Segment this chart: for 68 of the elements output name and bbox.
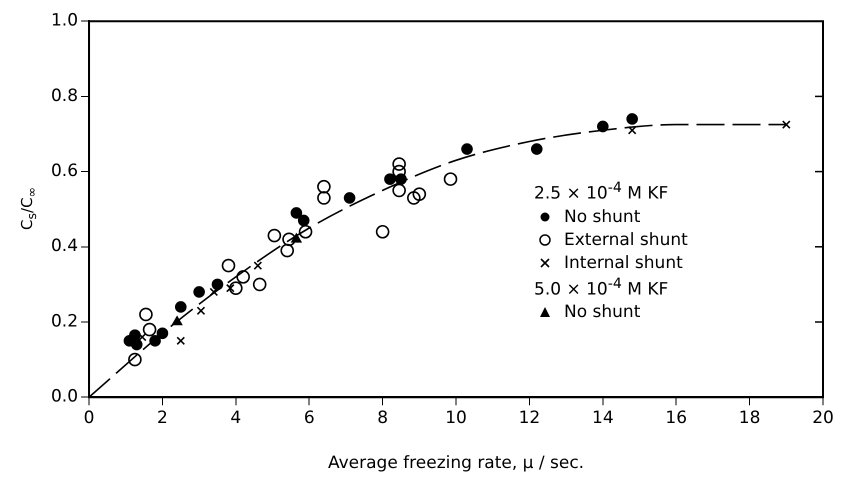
point (142, 322, 156, 336)
point (444, 172, 458, 186)
point (212, 278, 224, 290)
legend-label: Internal shunt (564, 252, 683, 273)
x-tick-label: 14 (592, 408, 614, 428)
point (280, 244, 294, 258)
point (407, 191, 421, 205)
point (597, 120, 609, 132)
x-tick-label: 0 (84, 408, 94, 428)
point (395, 173, 407, 185)
legend-label: No shunt (564, 302, 640, 322)
point (252, 278, 266, 292)
point (139, 308, 153, 322)
point (209, 288, 218, 296)
x-tick-label: 4 (230, 408, 242, 428)
point (130, 338, 143, 350)
point (128, 352, 142, 366)
y-tick-label: 1.0 (50, 10, 78, 31)
point (626, 113, 638, 125)
point (628, 126, 637, 135)
x-tick-label: 10 (445, 408, 467, 428)
point (193, 286, 205, 298)
point (174, 301, 187, 313)
legend-label: External shunt (564, 230, 688, 250)
point (226, 284, 235, 292)
point (461, 143, 473, 155)
point (298, 214, 310, 226)
x-tick-label: 16 (665, 408, 688, 428)
point (156, 327, 168, 340)
x-tick-label: 2 (157, 408, 168, 428)
x-axis-title: Average freezing rate, μ / sec. (328, 453, 584, 474)
point (317, 180, 331, 194)
point (782, 120, 791, 129)
point (530, 143, 543, 155)
point (376, 224, 390, 239)
annotation: 5.0 × 10$^{-4}$ M KF (534, 276, 670, 300)
point (196, 306, 206, 316)
x-tick-label: 12 (518, 408, 540, 428)
point (412, 187, 426, 201)
x-tick-label: 8 (377, 408, 388, 428)
point (392, 157, 406, 171)
point (229, 281, 243, 295)
point (384, 173, 396, 185)
point (290, 207, 302, 219)
point (344, 192, 356, 204)
point (254, 261, 262, 270)
y-tick-label: 0.8 (50, 86, 78, 106)
point (129, 329, 141, 341)
point (236, 270, 250, 284)
y-tick-label: 0.2 (50, 311, 78, 332)
point (222, 258, 236, 272)
x-tick-label: 20 (812, 408, 834, 428)
point (298, 224, 312, 239)
y-tick-label: 0.6 (50, 161, 78, 182)
point (268, 228, 282, 242)
point (176, 336, 186, 346)
annotation: 2.5 × 10$^{-4}$ M KF (534, 180, 670, 204)
point (317, 191, 331, 205)
y-tick-label: 0.4 (50, 236, 78, 256)
x-tick-label: 18 (738, 408, 760, 428)
point (172, 316, 182, 326)
legend-label: No shunt (564, 206, 640, 227)
x-tick-label: 6 (304, 408, 315, 428)
point (392, 164, 406, 178)
point (282, 232, 296, 246)
point (392, 184, 406, 198)
point (149, 335, 161, 347)
y-tick-label: 0.0 (50, 386, 78, 407)
